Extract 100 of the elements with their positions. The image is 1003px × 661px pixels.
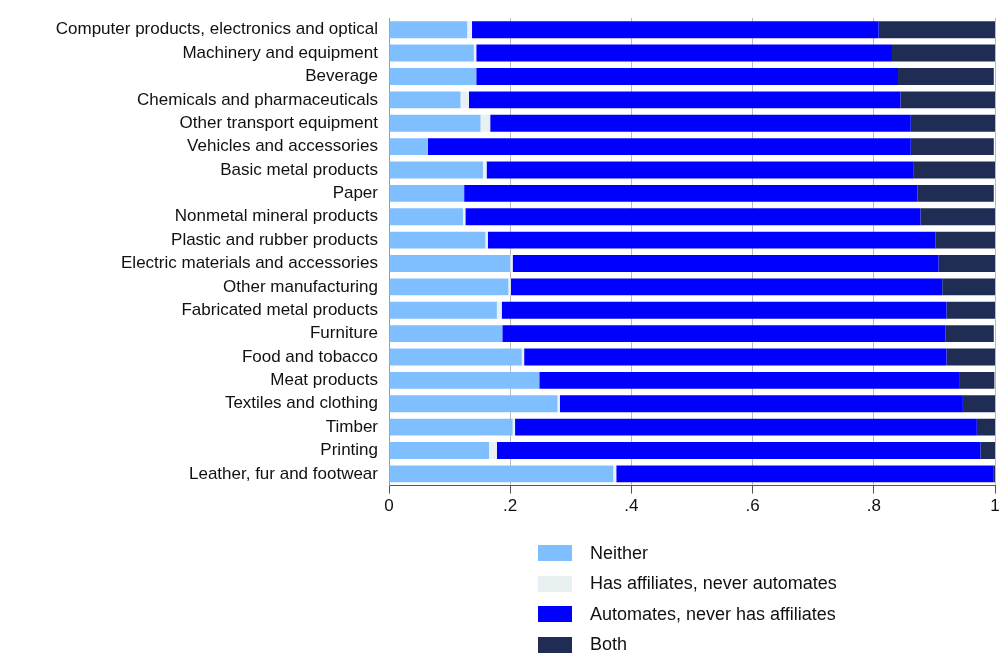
bar	[389, 301, 497, 319]
bar	[389, 91, 461, 109]
bar	[510, 278, 943, 296]
bar	[389, 44, 474, 62]
legend-label: Has affiliates, never automates	[590, 573, 837, 595]
bar	[910, 114, 995, 132]
bar	[486, 161, 914, 179]
y-tick-label: Electric materials and accessories	[121, 253, 378, 273]
bar	[515, 418, 977, 436]
bar	[389, 68, 477, 85]
bar	[935, 231, 995, 249]
x-tick-label: .6	[745, 496, 760, 516]
bar	[485, 231, 488, 249]
bar	[490, 114, 911, 132]
y-tick-label: Food and tobacco	[241, 346, 378, 366]
bar	[389, 465, 614, 483]
bar	[898, 68, 994, 85]
bar	[389, 114, 481, 132]
y-tick-label: Timber	[325, 416, 379, 436]
y-tick-label: Plastic and rubber products	[171, 229, 378, 249]
y-tick-label: Computer products, electronics and optical	[55, 19, 378, 39]
y-tick-label: Printing	[320, 440, 378, 460]
legend-label: Automates, never has affiliates	[590, 603, 836, 625]
x-tick-label: 0	[384, 496, 394, 516]
legend-label: Neither	[590, 542, 649, 564]
y-tick-label: Chemicals and pharmaceuticals	[137, 89, 378, 109]
bar	[389, 21, 468, 39]
bar	[464, 184, 918, 202]
y-tick-label: Machinery and equipment	[182, 42, 379, 62]
bar	[878, 21, 995, 39]
bar	[467, 21, 473, 39]
bar	[920, 208, 995, 226]
bar	[942, 278, 995, 296]
bar	[962, 395, 995, 413]
bar	[510, 255, 513, 272]
bar	[559, 395, 963, 413]
bar	[512, 255, 939, 272]
bar	[910, 138, 994, 156]
x-tick-label: 1	[990, 496, 1000, 516]
bar	[465, 208, 921, 226]
bar	[389, 395, 558, 413]
bar	[980, 442, 995, 459]
bar	[476, 44, 892, 62]
y-tick-label: Vehicles and accessories	[187, 136, 378, 156]
bar	[389, 138, 428, 156]
bar	[501, 301, 947, 319]
y-tick-label: Leather, fur and footwear	[188, 463, 379, 483]
bar	[389, 231, 486, 249]
y-tick-label: Paper	[332, 183, 379, 203]
bar	[389, 418, 513, 436]
bar	[472, 21, 879, 39]
legend-label: Both	[590, 634, 628, 656]
bar	[946, 348, 995, 366]
bar	[487, 231, 936, 249]
bar	[389, 208, 463, 226]
bar	[496, 442, 981, 459]
y-tick-label: Other transport equipment	[179, 112, 379, 132]
bar	[502, 325, 946, 343]
y-tick-label: Meat products	[270, 370, 378, 390]
bar	[900, 91, 995, 109]
bar	[524, 348, 947, 366]
bar	[482, 161, 487, 179]
bar	[917, 184, 994, 202]
bar	[913, 161, 995, 179]
bar	[480, 114, 491, 132]
bar	[389, 255, 511, 272]
bar	[468, 91, 901, 109]
x-tick-label: .8	[866, 496, 881, 516]
bar	[946, 301, 995, 319]
bar	[389, 348, 522, 366]
y-tick-label: Other manufacturing	[223, 276, 378, 296]
y-tick-label: Fabricated metal products	[181, 299, 378, 319]
bar	[476, 68, 899, 85]
bar	[616, 465, 994, 483]
bar	[508, 278, 511, 296]
y-tick-label: Textiles and clothing	[224, 393, 378, 413]
bar	[891, 44, 995, 62]
y-tick-label: Nonmetal mineral products	[174, 206, 378, 226]
bar	[389, 442, 489, 459]
bar	[389, 371, 540, 389]
bar	[389, 278, 509, 296]
bar	[427, 138, 911, 156]
bar	[539, 371, 960, 389]
bar	[389, 184, 465, 202]
bar	[496, 301, 502, 319]
x-tick-label: .2	[503, 496, 518, 516]
bar	[945, 325, 994, 343]
bar	[938, 255, 995, 272]
y-tick-label: Beverage	[305, 66, 378, 86]
bar	[389, 325, 503, 343]
bar	[488, 442, 497, 459]
bar	[976, 418, 995, 436]
bar	[389, 161, 483, 179]
x-tick-label: .4	[624, 496, 639, 516]
bar	[613, 465, 617, 483]
y-tick-label: Basic metal products	[220, 159, 378, 179]
bar	[959, 371, 995, 389]
bar	[460, 91, 469, 109]
bar	[557, 395, 560, 413]
y-tick-label: Furniture	[309, 323, 378, 343]
